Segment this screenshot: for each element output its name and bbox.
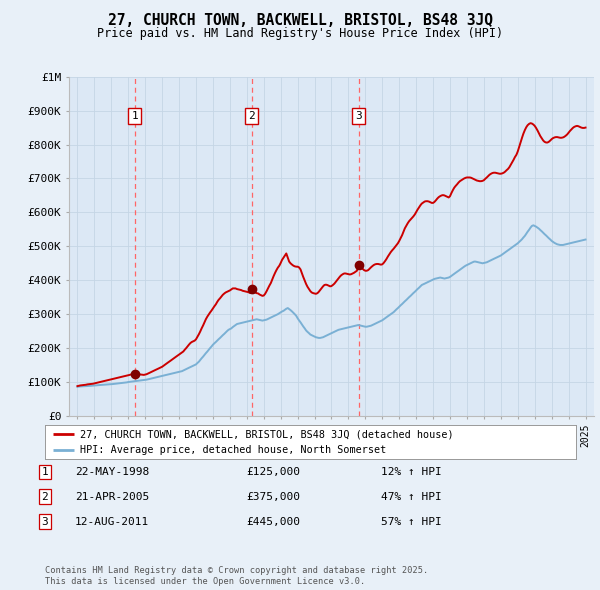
Text: 12-AUG-2011: 12-AUG-2011 bbox=[75, 517, 149, 526]
Text: 12% ↑ HPI: 12% ↑ HPI bbox=[381, 467, 442, 477]
Text: Price paid vs. HM Land Registry's House Price Index (HPI): Price paid vs. HM Land Registry's House … bbox=[97, 27, 503, 40]
Text: 2: 2 bbox=[248, 111, 255, 121]
Text: 1: 1 bbox=[41, 467, 49, 477]
Text: 3: 3 bbox=[355, 111, 362, 121]
Text: £375,000: £375,000 bbox=[246, 492, 300, 502]
Text: 27, CHURCH TOWN, BACKWELL, BRISTOL, BS48 3JQ: 27, CHURCH TOWN, BACKWELL, BRISTOL, BS48… bbox=[107, 13, 493, 28]
Text: 1: 1 bbox=[131, 111, 138, 121]
Text: 3: 3 bbox=[41, 517, 49, 526]
Text: 47% ↑ HPI: 47% ↑ HPI bbox=[381, 492, 442, 502]
Text: 2: 2 bbox=[41, 492, 49, 502]
Text: 21-APR-2005: 21-APR-2005 bbox=[75, 492, 149, 502]
Text: Contains HM Land Registry data © Crown copyright and database right 2025.
This d: Contains HM Land Registry data © Crown c… bbox=[45, 566, 428, 586]
Text: 57% ↑ HPI: 57% ↑ HPI bbox=[381, 517, 442, 526]
Text: £125,000: £125,000 bbox=[246, 467, 300, 477]
Text: HPI: Average price, detached house, North Somerset: HPI: Average price, detached house, Nort… bbox=[80, 445, 386, 455]
Text: 27, CHURCH TOWN, BACKWELL, BRISTOL, BS48 3JQ (detached house): 27, CHURCH TOWN, BACKWELL, BRISTOL, BS48… bbox=[80, 429, 453, 439]
Text: £445,000: £445,000 bbox=[246, 517, 300, 526]
Text: 22-MAY-1998: 22-MAY-1998 bbox=[75, 467, 149, 477]
